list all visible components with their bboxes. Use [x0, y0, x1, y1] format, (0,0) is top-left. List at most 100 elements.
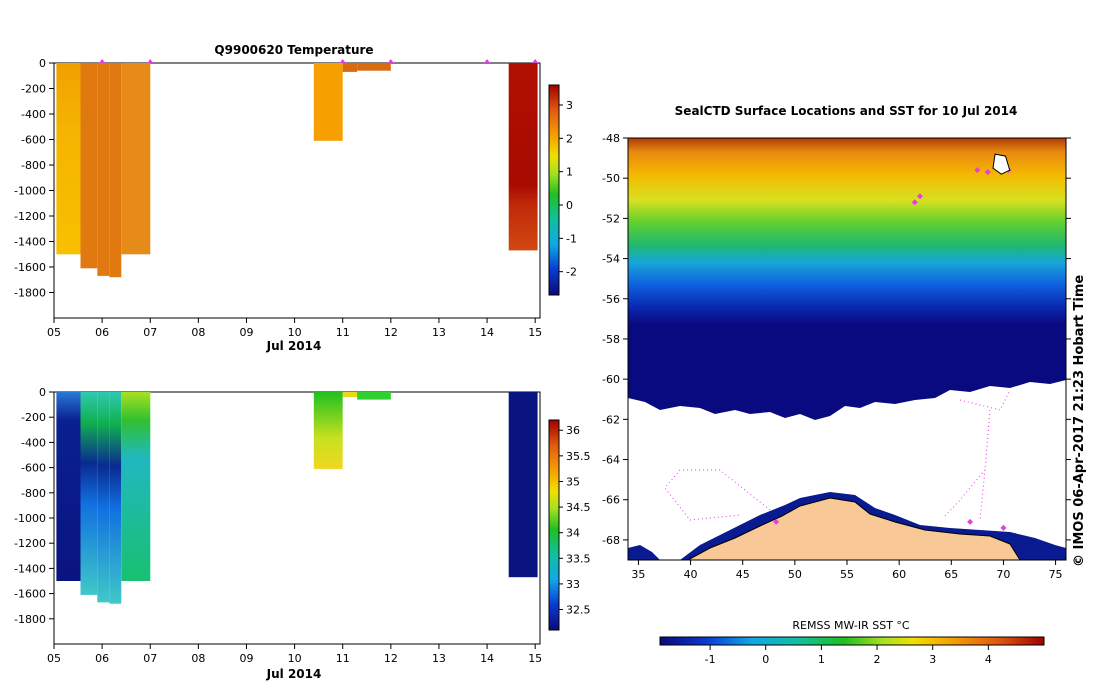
x-tick-label: 05 — [47, 326, 61, 339]
salinity-panel: 0 -200 -400 -600 -800 -1000 -1200 -1400 -1600 -18… — [14, 386, 590, 681]
map-x-tick-label: 75 — [1049, 568, 1063, 581]
x-tick-label: 06 — [95, 326, 109, 339]
x-tick-label: 09 — [239, 326, 253, 339]
x-tick-label: 11 — [336, 652, 350, 665]
map-x-ticks: 35 40 45 50 55 60 65 70 75 — [631, 560, 1063, 581]
map-x-tick-label: 35 — [631, 568, 645, 581]
colorbar-tick-label: 2 — [566, 132, 573, 145]
y-tick-label: -1600 — [14, 588, 46, 601]
map-x-tick-label: 45 — [736, 568, 750, 581]
temperature-x-ticks: 05 06 07 08 09 10 11 12 13 14 15 — [47, 318, 542, 339]
profile-bar — [97, 392, 110, 603]
map-x-tick-label: 65 — [944, 568, 958, 581]
profile-bar — [80, 392, 98, 595]
profile-bar — [342, 392, 358, 397]
map-x-tick-label: 60 — [892, 568, 906, 581]
x-tick-label: 13 — [432, 326, 446, 339]
y-tick-label: -1400 — [14, 562, 46, 575]
colorbar-tick-label: -1 — [566, 232, 577, 245]
surface-markers — [99, 59, 539, 63]
y-tick-label: -200 — [21, 83, 46, 96]
sst-colorbar — [659, 636, 1045, 646]
colorbar-tick-label: 35 — [566, 475, 580, 488]
seal-location-marker — [911, 199, 918, 206]
y-tick-label: 0 — [39, 386, 46, 399]
x-tick-label: 07 — [143, 652, 157, 665]
map-y-tick-label: -68 — [602, 534, 620, 547]
surface-marker — [99, 59, 106, 63]
seal-locations — [773, 153, 1012, 531]
y-tick-label: -200 — [21, 411, 46, 424]
profile-bar — [357, 63, 391, 71]
x-tick-label: 12 — [384, 652, 398, 665]
map-y-tick-label: -54 — [602, 253, 620, 266]
map-y-tick-label: -52 — [602, 212, 620, 225]
kerguelen-island — [992, 153, 1011, 175]
temperature-panel: Q9900620 Temperature 0 -200 -400 -600 -800 -1… — [14, 43, 577, 353]
y-tick-label: -1800 — [14, 287, 46, 300]
x-tick-label: 11 — [336, 326, 350, 339]
map-y-ticks: -48 -50 -52 -54 -56 -58 -60 -62 -64 -66 -68 — [602, 132, 1071, 547]
y-tick-label: -1200 — [14, 537, 46, 550]
x-tick-label: 10 — [288, 326, 302, 339]
x-tick-label: 14 — [480, 652, 494, 665]
profile-bar — [109, 392, 122, 604]
antarctica-land — [687, 497, 1021, 560]
map-y-tick-label: -50 — [602, 172, 620, 185]
y-tick-label: -800 — [21, 159, 46, 172]
x-tick-label: 05 — [47, 652, 61, 665]
colorbar-tick-label: -2 — [566, 266, 577, 279]
surface-marker — [339, 59, 346, 63]
y-tick-label: -400 — [21, 108, 46, 121]
seal-location-marker — [917, 193, 923, 200]
colorbar-tick-label: 0 — [566, 199, 573, 212]
map-y-tick-label: -66 — [602, 494, 620, 507]
x-tick-label: 14 — [480, 326, 494, 339]
imos-credit: © IMOS 06-Apr-2017 21:23 Hobart Time — [1072, 275, 1087, 567]
sst-map-panel: SealCTD Surface Locations and SST for 10… — [602, 104, 1087, 666]
profile-bar — [357, 392, 391, 400]
sst-colorbar-tick-label: 0 — [762, 653, 769, 666]
map-x-tick-label: 40 — [684, 568, 698, 581]
salinity-x-ticks: 05 06 07 08 09 10 11 12 13 14 15 — [47, 644, 542, 665]
temperature-colorbar — [548, 84, 560, 296]
sst-colorbar-label: REMSS MW-IR SST °C — [792, 619, 910, 632]
sst-map-title: SealCTD Surface Locations and SST for 10… — [675, 104, 1018, 118]
colorbar-tick-label: 32.5 — [566, 604, 591, 617]
temperature-xlabel: Jul 2014 — [266, 339, 322, 353]
map-y-tick-label: -62 — [602, 413, 620, 426]
map-y-tick-label: -48 — [602, 132, 620, 145]
y-tick-label: -1800 — [14, 613, 46, 626]
seal-location-marker — [974, 167, 981, 174]
x-tick-label: 12 — [384, 326, 398, 339]
surface-marker — [484, 59, 491, 63]
sst-colorbar-tick-label: 2 — [874, 653, 881, 666]
colorbar-tick-label: 36 — [566, 424, 580, 437]
x-tick-label: 07 — [143, 326, 157, 339]
sst-colorbar-ticks: -1 0 1 2 3 4 — [705, 645, 992, 666]
temperature-y-ticks: 0 -200 -400 -600 -800 -1000 -1200 -1400 -1600 -18… — [14, 57, 54, 300]
y-tick-label: -1000 — [14, 185, 46, 198]
profile-bar — [121, 392, 151, 581]
surface-marker — [147, 59, 154, 63]
colorbar-tick-label: 3 — [566, 99, 573, 112]
map-y-tick-label: -58 — [602, 333, 620, 346]
profile-bar — [342, 63, 358, 72]
seal-location-marker — [1000, 524, 1007, 531]
colorbar-tick-label: 35.5 — [566, 450, 591, 463]
map-y-tick-label: -64 — [602, 454, 620, 467]
sst-colorbar-tick-label: 1 — [818, 653, 825, 666]
profile-bar — [313, 63, 343, 141]
map-x-tick-label: 70 — [996, 568, 1010, 581]
salinity-xlabel: Jul 2014 — [266, 667, 322, 681]
map-y-tick-label: -60 — [602, 373, 620, 386]
sst-field — [628, 138, 1066, 420]
surface-marker — [532, 59, 539, 63]
x-tick-label: 13 — [432, 652, 446, 665]
profile-bar — [109, 63, 122, 278]
salinity-profiles — [56, 392, 538, 604]
y-tick-label: -1200 — [14, 210, 46, 223]
x-tick-label: 08 — [191, 652, 205, 665]
coast-ice-left — [628, 545, 660, 560]
colorbar-tick-label: 34.5 — [566, 501, 591, 514]
